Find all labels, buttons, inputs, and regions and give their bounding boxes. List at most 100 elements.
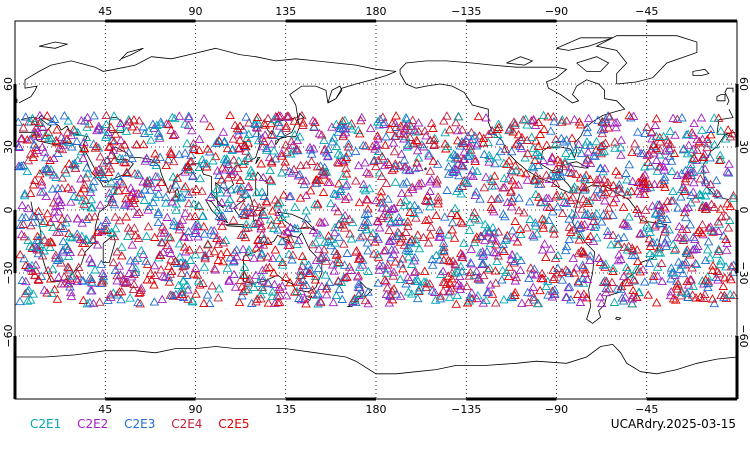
point-c2e4: [568, 225, 578, 234]
point-c2e5: [120, 157, 131, 167]
point-c2e2: [98, 268, 108, 277]
point-c2e4: [523, 297, 534, 307]
point-c2e3: [501, 233, 512, 243]
point-c2e5: [682, 276, 693, 286]
point-c2e2: [249, 253, 259, 262]
lon-label-top-2: 135: [275, 5, 296, 18]
point-c2e3: [427, 286, 438, 295]
point-c2e1: [497, 265, 508, 275]
point-c2e1: [175, 252, 185, 261]
point-c2e1: [63, 116, 74, 125]
point-c2e3: [582, 127, 593, 137]
point-c2e1: [313, 299, 323, 308]
point-c2e5: [36, 176, 47, 186]
point-c2e4: [407, 115, 418, 124]
point-c2e4: [466, 127, 477, 137]
point-c2e2: [616, 254, 626, 263]
point-c2e2: [701, 201, 712, 210]
point-c2e1: [311, 290, 322, 299]
point-c2e3: [70, 158, 80, 167]
point-c2e4: [578, 194, 589, 203]
point-c2e4: [425, 166, 436, 175]
point-c2e3: [206, 225, 216, 235]
point-c2e5: [501, 159, 512, 168]
point-c2e1: [269, 114, 279, 123]
point-c2e5: [236, 230, 247, 239]
point-c2e1: [267, 291, 277, 301]
point-c2e3: [294, 169, 305, 179]
point-c2e3: [662, 214, 672, 223]
point-c2e1: [132, 253, 143, 262]
point-c2e4: [317, 130, 327, 139]
point-c2e2: [399, 125, 409, 135]
point-c2e5: [380, 275, 390, 284]
point-c2e1: [625, 269, 635, 278]
point-c2e5: [387, 294, 398, 304]
point-c2e5: [290, 287, 300, 296]
point-c2e4: [23, 155, 34, 165]
point-c2e4: [254, 202, 265, 211]
point-c2e4: [479, 182, 490, 192]
point-c2e2: [66, 197, 76, 206]
point-c2e1: [715, 259, 725, 269]
point-c2e1: [109, 111, 119, 120]
point-c2e3: [579, 172, 590, 182]
point-c2e4: [360, 295, 371, 305]
point-c2e4: [692, 145, 702, 155]
point-c2e1: [501, 267, 512, 276]
point-c2e2: [14, 142, 24, 151]
point-c2e2: [377, 203, 387, 212]
point-c2e2: [92, 240, 103, 249]
point-c2e2: [260, 130, 270, 139]
point-c2e4: [380, 245, 391, 254]
point-c2e2: [24, 262, 34, 271]
point-c2e1: [647, 251, 658, 260]
point-c2e1: [168, 172, 178, 181]
point-c2e4: [723, 223, 734, 232]
point-c2e5: [603, 123, 614, 132]
point-c2e4: [387, 165, 397, 175]
point-c2e5: [311, 175, 321, 184]
point-c2e2: [115, 270, 126, 279]
point-c2e2: [314, 128, 325, 138]
point-c2e3: [558, 137, 569, 146]
point-c2e2: [517, 298, 527, 307]
point-c2e3: [723, 168, 734, 177]
point-c2e4: [244, 118, 254, 127]
point-c2e1: [700, 191, 711, 200]
point-c2e2: [266, 139, 277, 148]
point-c2e1: [664, 225, 674, 234]
point-c2e3: [343, 139, 354, 148]
point-c2e3: [257, 248, 267, 257]
point-c2e4: [706, 199, 717, 208]
point-c2e2: [190, 221, 200, 230]
point-c2e3: [585, 140, 595, 150]
point-c2e5: [214, 136, 224, 145]
point-c2e5: [310, 117, 320, 126]
point-c2e2: [489, 206, 499, 216]
point-c2e1: [645, 227, 655, 236]
lat-label-left-1: 30: [2, 140, 15, 154]
point-c2e2: [319, 217, 330, 226]
coast-north-america: [399, 60, 626, 194]
point-c2e5: [671, 295, 681, 304]
point-c2e2: [531, 270, 541, 279]
point-c2e3: [617, 293, 627, 302]
point-c2e2: [491, 247, 501, 257]
point-c2e5: [281, 121, 292, 130]
point-c2e4: [425, 279, 435, 288]
point-c2e1: [450, 268, 460, 277]
point-c2e3: [700, 175, 711, 185]
point-c2e2: [251, 270, 261, 279]
point-c2e1: [499, 173, 510, 183]
point-c2e5: [597, 117, 608, 126]
point-c2e3: [270, 153, 281, 163]
point-c2e4: [432, 175, 443, 184]
point-c2e5: [504, 262, 515, 271]
point-c2e4: [176, 268, 187, 277]
point-c2e4: [307, 239, 318, 249]
point-c2e5: [91, 166, 101, 175]
point-c2e4: [381, 178, 392, 188]
point-c2e2: [538, 155, 548, 165]
point-c2e4: [418, 232, 429, 242]
